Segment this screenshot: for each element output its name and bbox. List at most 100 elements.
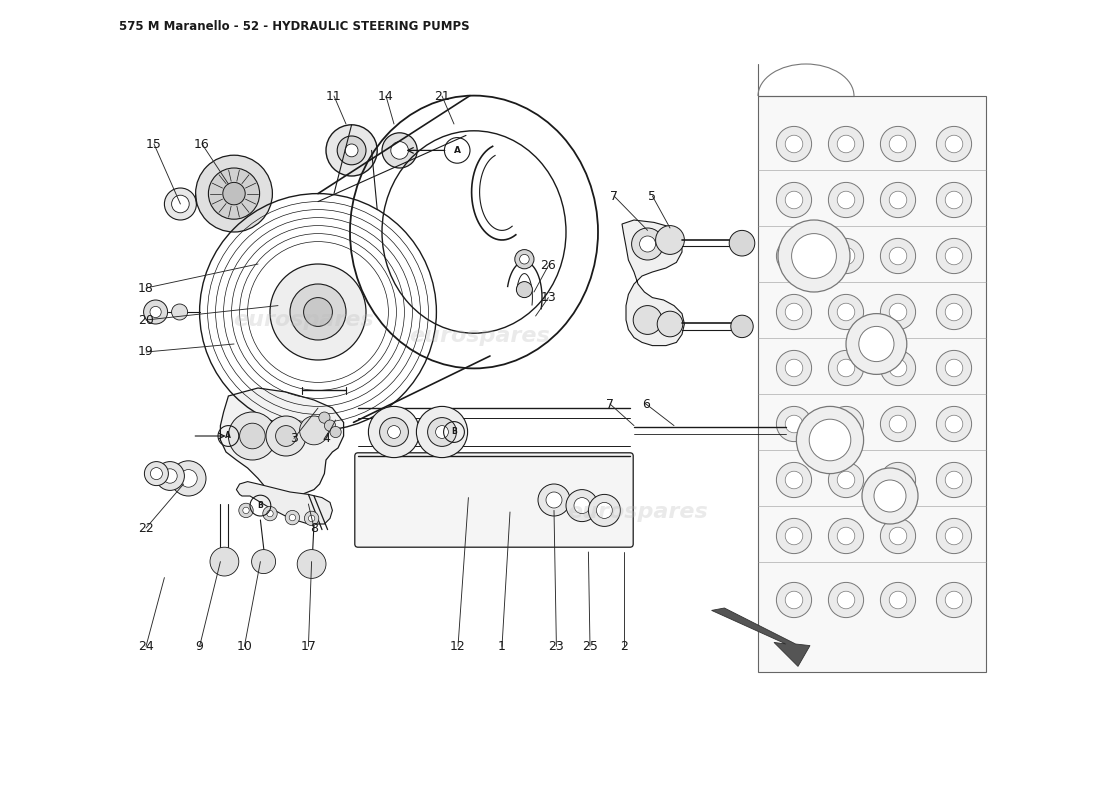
Text: 12: 12 bbox=[450, 640, 466, 653]
Circle shape bbox=[945, 359, 962, 377]
Text: 24: 24 bbox=[139, 640, 154, 653]
Text: B: B bbox=[257, 501, 263, 510]
Text: 2: 2 bbox=[619, 640, 627, 653]
Text: 11: 11 bbox=[326, 90, 342, 102]
Circle shape bbox=[777, 406, 812, 442]
Circle shape bbox=[889, 303, 906, 321]
Circle shape bbox=[889, 415, 906, 433]
Circle shape bbox=[566, 490, 598, 522]
Circle shape bbox=[880, 294, 915, 330]
Circle shape bbox=[631, 228, 663, 260]
Circle shape bbox=[172, 304, 188, 320]
Text: 18: 18 bbox=[139, 282, 154, 294]
Circle shape bbox=[777, 462, 812, 498]
Circle shape bbox=[828, 350, 864, 386]
Circle shape bbox=[730, 315, 754, 338]
Circle shape bbox=[276, 426, 296, 446]
Circle shape bbox=[538, 484, 570, 516]
Circle shape bbox=[889, 591, 906, 609]
Text: 5: 5 bbox=[648, 190, 657, 202]
Text: A: A bbox=[453, 146, 461, 155]
Circle shape bbox=[837, 191, 855, 209]
Circle shape bbox=[515, 250, 534, 269]
Circle shape bbox=[546, 492, 562, 508]
Circle shape bbox=[785, 247, 803, 265]
Text: 19: 19 bbox=[139, 346, 154, 358]
Text: 25: 25 bbox=[582, 640, 598, 653]
Circle shape bbox=[936, 182, 971, 218]
Circle shape bbox=[144, 300, 167, 324]
Circle shape bbox=[936, 126, 971, 162]
Circle shape bbox=[588, 494, 620, 526]
Text: 4: 4 bbox=[322, 432, 330, 445]
Circle shape bbox=[936, 518, 971, 554]
Circle shape bbox=[777, 238, 812, 274]
Circle shape bbox=[267, 510, 273, 517]
Circle shape bbox=[196, 155, 273, 232]
Circle shape bbox=[657, 311, 683, 337]
Text: 7: 7 bbox=[610, 190, 618, 202]
Circle shape bbox=[210, 547, 239, 576]
Text: 20: 20 bbox=[139, 314, 154, 326]
Circle shape bbox=[270, 264, 366, 360]
Circle shape bbox=[778, 220, 850, 292]
Circle shape bbox=[846, 314, 906, 374]
FancyBboxPatch shape bbox=[355, 453, 634, 547]
Circle shape bbox=[172, 195, 189, 213]
FancyBboxPatch shape bbox=[758, 96, 986, 672]
Text: B: B bbox=[451, 427, 456, 437]
Circle shape bbox=[945, 591, 962, 609]
Circle shape bbox=[208, 168, 260, 219]
Text: 10: 10 bbox=[236, 640, 252, 653]
Circle shape bbox=[239, 503, 253, 518]
Circle shape bbox=[417, 406, 467, 458]
Text: 3: 3 bbox=[290, 432, 298, 445]
Circle shape bbox=[889, 527, 906, 545]
Circle shape bbox=[330, 426, 341, 438]
Circle shape bbox=[144, 462, 168, 486]
Circle shape bbox=[837, 359, 855, 377]
Circle shape bbox=[390, 142, 408, 159]
Circle shape bbox=[785, 359, 803, 377]
Circle shape bbox=[828, 462, 864, 498]
Circle shape bbox=[266, 416, 306, 456]
Circle shape bbox=[936, 406, 971, 442]
Circle shape bbox=[263, 506, 277, 521]
Circle shape bbox=[828, 406, 864, 442]
Circle shape bbox=[837, 471, 855, 489]
Circle shape bbox=[889, 471, 906, 489]
Circle shape bbox=[889, 247, 906, 265]
Circle shape bbox=[308, 515, 315, 522]
Circle shape bbox=[297, 550, 326, 578]
Circle shape bbox=[777, 294, 812, 330]
Circle shape bbox=[880, 182, 915, 218]
Circle shape bbox=[945, 135, 962, 153]
Circle shape bbox=[945, 471, 962, 489]
Circle shape bbox=[639, 236, 656, 252]
Polygon shape bbox=[712, 608, 810, 666]
Circle shape bbox=[345, 144, 358, 157]
Text: 15: 15 bbox=[146, 138, 162, 150]
Circle shape bbox=[777, 182, 812, 218]
Text: 8: 8 bbox=[310, 522, 318, 534]
Circle shape bbox=[810, 419, 850, 461]
Circle shape bbox=[428, 418, 456, 446]
Circle shape bbox=[596, 502, 613, 518]
Text: 21: 21 bbox=[434, 90, 450, 102]
Circle shape bbox=[319, 412, 330, 423]
Text: 16: 16 bbox=[194, 138, 210, 150]
Circle shape bbox=[223, 182, 245, 205]
Text: eurospares: eurospares bbox=[233, 310, 374, 330]
Text: 26: 26 bbox=[540, 259, 557, 272]
Circle shape bbox=[324, 420, 336, 431]
Circle shape bbox=[859, 326, 894, 362]
Text: 6: 6 bbox=[642, 398, 650, 410]
Text: 1: 1 bbox=[498, 640, 506, 653]
Text: 13: 13 bbox=[540, 291, 557, 304]
Text: 9: 9 bbox=[196, 640, 204, 653]
Circle shape bbox=[862, 468, 918, 524]
Circle shape bbox=[880, 238, 915, 274]
Text: A: A bbox=[226, 431, 231, 441]
Circle shape bbox=[880, 582, 915, 618]
Circle shape bbox=[785, 591, 803, 609]
